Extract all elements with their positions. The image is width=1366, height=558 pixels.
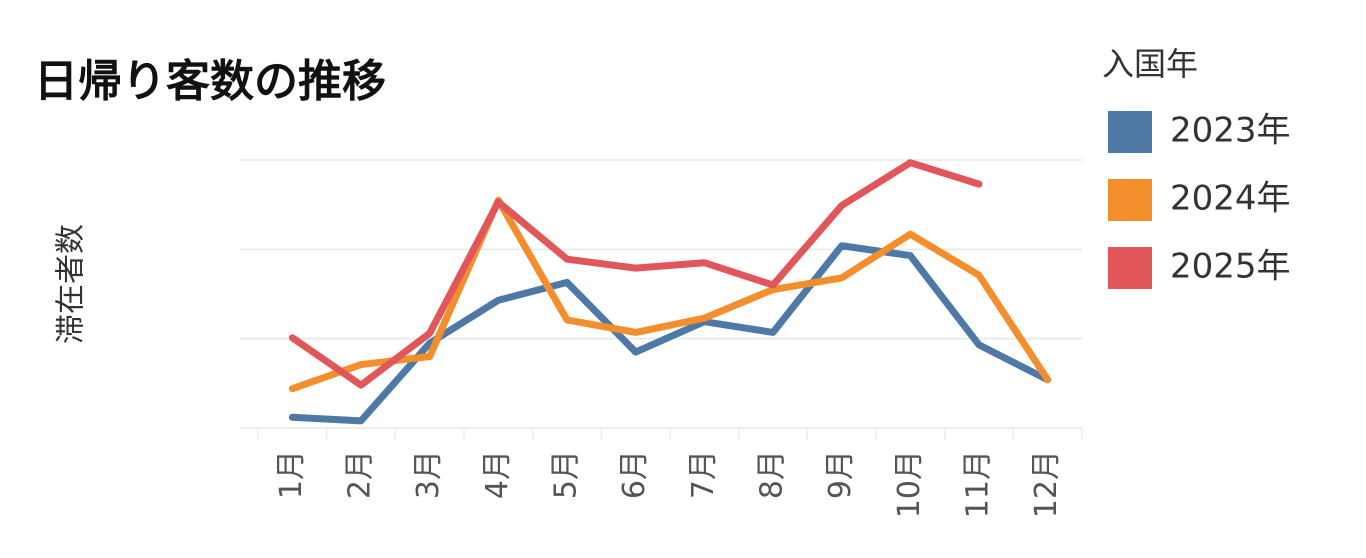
- x-tick-label: 9月: [823, 450, 858, 499]
- x-tick-label: 7月: [686, 450, 721, 499]
- legend-swatch: [1108, 111, 1152, 153]
- legend-title: 入国年: [1102, 45, 1198, 83]
- legend-label: 2023年: [1170, 111, 1291, 151]
- x-tick-label: 5月: [549, 450, 584, 499]
- x-tick-label: 6月: [617, 450, 652, 499]
- legend-swatch: [1108, 247, 1152, 289]
- x-tick-label: 2月: [343, 450, 378, 499]
- x-tick-label: 10月: [892, 450, 927, 518]
- x-tick-label: 1月: [274, 450, 309, 499]
- legend-label: 2024年: [1170, 179, 1291, 219]
- x-tick-label: 11月: [961, 450, 996, 518]
- y-axis-label: 滞在者数: [54, 224, 89, 344]
- chart-title: 日帰り客数の推移: [34, 56, 386, 107]
- line-series: [288, 159, 983, 389]
- line-series: [288, 196, 1052, 393]
- line-series: [288, 242, 1052, 425]
- x-tick-label: 3月: [411, 450, 446, 499]
- legend-label: 2025年: [1170, 247, 1291, 287]
- x-tick-label: 4月: [480, 450, 515, 499]
- x-tick-label: 12月: [1029, 450, 1064, 518]
- x-tick-label: 8月: [755, 450, 790, 499]
- legend-swatch: [1108, 179, 1152, 221]
